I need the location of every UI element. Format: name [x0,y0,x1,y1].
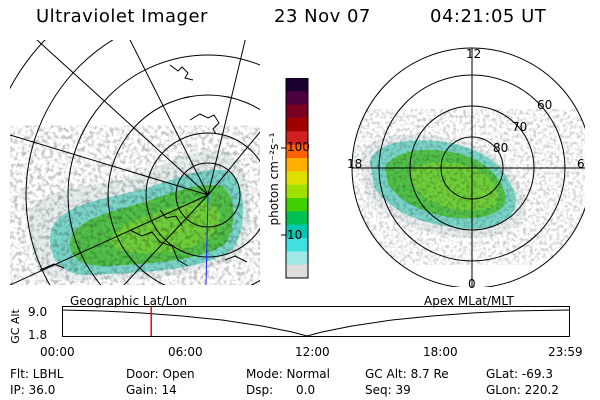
date-label: 23 Nov 07 [274,6,371,27]
altitude-tick-high: 9.0 [28,305,48,319]
colorbar-segment [286,158,308,172]
colorbar-segment [286,211,308,226]
colorbar-tick-10: 10 [287,228,303,242]
colorbar-segment [286,104,308,119]
time-tick-0600: 06:00 [168,345,203,359]
right-map-label: Apex MLat/MLT [424,294,514,308]
time-label: 04:21:05 UT [430,6,547,27]
colorbar-segment [286,238,308,252]
mlt-label-12: 12 [466,47,482,61]
colorbar-segment [286,264,308,279]
glon-info: GLon: 220.2 [486,383,559,397]
altitude-tick-low: 1.8 [28,328,48,342]
colorbar-segment [286,91,308,106]
mlat-label-80: 80 [493,141,509,155]
colorbar-segment [286,171,308,186]
dsp-info: Dsp: 0.0 [246,383,316,397]
time-tick-1200: 12:00 [295,345,330,359]
mode-info: Mode: Normal [246,367,330,381]
mlat-label-60: 60 [537,98,553,112]
mlt-label-0: 0 [468,277,476,291]
colorbar-segment [286,224,308,239]
colorbar [281,78,309,279]
time-tick-2359: 23:59 [548,345,583,359]
colorbar-segment [286,198,308,212]
colorbar-segment [286,131,308,146]
colorbar-segment [286,118,308,132]
gc-alt-info: GC Alt: 8.7 Re [365,367,449,381]
colorbar-segment [286,144,308,159]
time-tick-0000: 00:00 [40,345,75,359]
door-info: Door: Open [126,367,195,381]
filter-info: Flt: LBHL [10,367,64,381]
colorbar-segment [286,251,308,266]
geographic-map [10,40,260,285]
altitude-plot [62,306,570,337]
colorbar-segment [286,78,308,92]
mlt-label-18: 18 [347,157,363,171]
instrument-title: Ultraviolet Imager [36,6,208,27]
colorbar-unit-label: photon cm⁻²s⁻¹ [267,132,281,226]
ip-info: IP: 36.0 [10,383,56,397]
mlt-label-6: 6 [577,157,585,171]
time-tick-1800: 18:00 [423,345,458,359]
apex-polar-map [351,47,585,287]
mlat-label-70: 70 [512,120,528,134]
gain-info: Gain: 14 [126,383,177,397]
seq-info: Seq: 39 [365,383,411,397]
glat-info: GLat: -69.3 [486,367,553,381]
altitude-curve [62,309,570,337]
left-map-label: Geographic Lat/Lon [70,294,188,308]
altitude-axis-label: GC Alt [8,309,22,344]
colorbar-tick-100: 100 [287,140,310,154]
colorbar-segment [286,184,308,199]
